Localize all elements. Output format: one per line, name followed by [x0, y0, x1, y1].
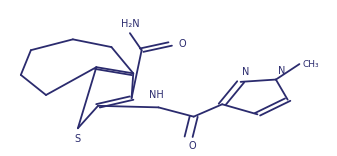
Text: N: N	[278, 66, 285, 76]
Text: H₂N: H₂N	[121, 19, 139, 29]
Text: O: O	[179, 39, 186, 49]
Text: NH: NH	[149, 90, 164, 100]
Text: S: S	[75, 134, 81, 144]
Text: O: O	[188, 141, 196, 151]
Text: CH₃: CH₃	[303, 60, 319, 69]
Text: N: N	[242, 67, 250, 77]
